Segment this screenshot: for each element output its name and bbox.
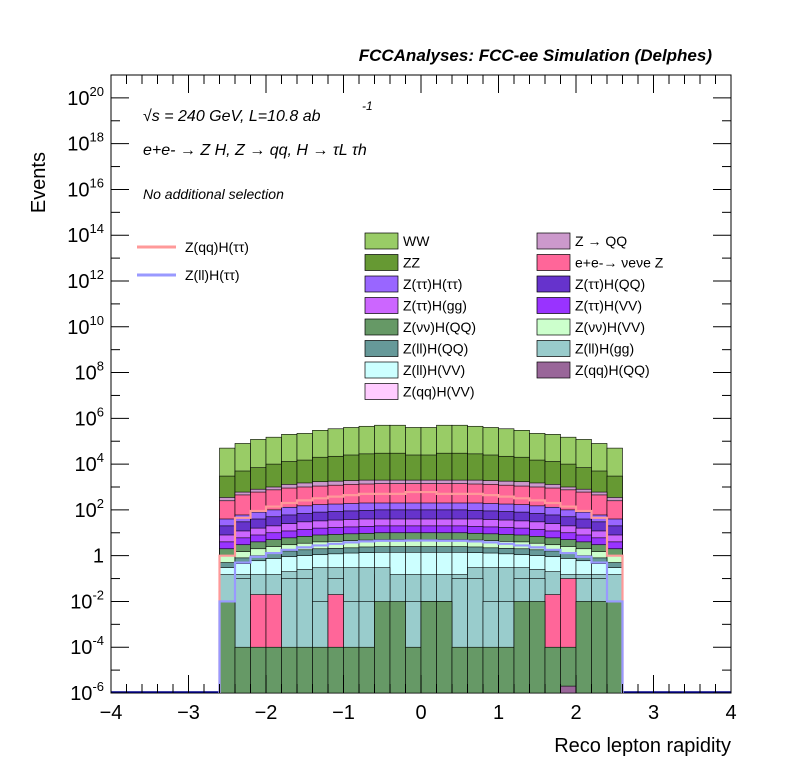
nunu-qq-low-bar xyxy=(358,646,375,694)
y-tick-label: 1016 xyxy=(67,175,104,201)
legend-swatch-tautau_tautau xyxy=(364,275,399,293)
legend-swatch-ll_gg xyxy=(536,340,571,357)
legend-label: Z(qq)H(QQ) xyxy=(575,362,650,378)
legend-label: Z(ll)H(ττ) xyxy=(185,267,240,283)
x-tick-label: 3 xyxy=(648,702,659,724)
nunu-qq-low-bar xyxy=(420,601,437,694)
y-tick-label: 10-4 xyxy=(70,633,104,659)
nunu-qq-low-bar xyxy=(265,646,282,694)
x-tick-label: −1 xyxy=(332,702,355,724)
legend: Z(qq)H(ττ) Z(ll)H(ττ) WW ZZ Z(ττ)H(ττ) Z(ττ)H… xyxy=(137,232,664,400)
nunu-qq-low-bar xyxy=(250,646,267,694)
y-axis-label: Events xyxy=(28,152,50,213)
legend-swatch-nunu_VV xyxy=(536,318,571,336)
legend-swatch-ZZ xyxy=(364,254,399,271)
x-tick-label: −2 xyxy=(255,702,278,724)
y-tick-label: 1 xyxy=(93,546,104,568)
process-label: e+e- → Z H, Z → qq, H → τL τh xyxy=(143,142,367,159)
nunu-qq-low-bar xyxy=(606,601,623,694)
legend-swatch-ll_QQ xyxy=(364,340,399,357)
nunu-qq-low-bar xyxy=(591,601,608,694)
y-tick-label: 102 xyxy=(75,496,104,522)
legend-swatch-tautau_gg xyxy=(364,297,399,314)
nunu-qq-low-bar xyxy=(374,601,391,694)
legend-label: Z(ττ)H(VV) xyxy=(575,298,642,314)
nunu-qq-low-bar xyxy=(281,646,298,694)
legend-swatch-ll_VV xyxy=(364,361,399,379)
bars-layer xyxy=(111,424,731,694)
legend-label: Z(νν)H(QQ) xyxy=(403,319,476,335)
x-tick-label: −4 xyxy=(100,702,123,724)
nunu-qq-low-bar xyxy=(219,601,236,694)
legend-label: Z(qq)H(VV) xyxy=(403,384,475,400)
nunu-qq-low-bar xyxy=(575,601,592,694)
y-tick-label: 108 xyxy=(75,359,104,385)
x-tick-label: 1 xyxy=(493,702,504,724)
axes-layer: −4 −3 −2 −1 0 1 2 3 4 1020 1018 1016 1014 1012 1010 108… xyxy=(67,74,737,724)
lumi-exponent: -1 xyxy=(362,99,373,113)
nunu-qq-low-bar xyxy=(436,601,453,694)
y-tick-label: 1010 xyxy=(67,313,104,339)
nunu-qq-low-bar xyxy=(451,646,468,694)
legend-label: Z(ττ)H(QQ) xyxy=(575,276,645,292)
nunu-qq-low-bar xyxy=(544,646,561,694)
legend-swatch-tautau_VV xyxy=(536,297,571,314)
legend-label: Z(ττ)H(ττ) xyxy=(403,276,462,292)
nunu-qq-low-bar xyxy=(513,601,530,694)
nunu-qq-low-bar xyxy=(312,646,329,694)
legend-label: Z(ll)H(gg) xyxy=(575,341,634,357)
legend-swatch-qq_VV xyxy=(364,383,399,400)
header-title: FCCAnalyses: FCC-ee Simulation (Delphes) xyxy=(359,46,713,65)
nunu-qq-low-bar xyxy=(343,646,360,694)
signal-lines-layer xyxy=(218,490,624,693)
nunu-qq-low-bar xyxy=(498,646,515,694)
x-axis-label: Reco lepton rapidity xyxy=(554,735,731,757)
nunu-qq-low-bar xyxy=(482,646,499,694)
nunu-qq-low-bar xyxy=(327,646,344,694)
legend-label: Z(ττ)H(gg) xyxy=(403,298,467,314)
x-tick-label: 0 xyxy=(415,702,426,724)
legend-swatch-WW xyxy=(364,232,399,250)
y-tick-label: 1018 xyxy=(67,130,104,156)
legend-swatch-nunu_QQ xyxy=(364,318,399,336)
legend-label: e+e-→ νeνe Z xyxy=(575,255,664,271)
selection-label: No additional selection xyxy=(143,186,284,202)
signal-qq-line xyxy=(218,490,624,693)
legend-label: Z → QQ xyxy=(575,233,627,249)
energy-label: √s = 240 GeV, L=10.8 ab xyxy=(143,108,321,125)
nunu-qq-low-bar xyxy=(467,646,484,694)
y-tick-label: 1014 xyxy=(67,221,104,247)
x-tick-label: −3 xyxy=(177,702,200,724)
x-tick-label: 4 xyxy=(725,702,736,724)
nunu-qq-low-bar xyxy=(529,601,546,694)
legend-label: Z(ll)H(VV) xyxy=(403,362,465,378)
nunu-qq-low-bar xyxy=(389,601,406,694)
y-tick-label: 10-6 xyxy=(70,679,104,705)
y-tick-label: 10-2 xyxy=(70,587,104,613)
legend-label: Z(νν)H(VV) xyxy=(575,319,645,335)
y-tick-label: 1012 xyxy=(67,267,104,293)
x-tick-label: 2 xyxy=(570,702,581,724)
legend-swatch-tautau_QQ xyxy=(536,275,571,293)
legend-swatch-ee_nunuZ xyxy=(536,254,571,271)
y-tick-label: 104 xyxy=(75,450,104,476)
nunu-qq-low-bar xyxy=(234,646,251,694)
y-tick-label: 1020 xyxy=(67,84,104,110)
nunu-qq-low-bar xyxy=(296,646,313,694)
signal-ll-line xyxy=(218,539,624,693)
legend-swatch-Z_QQ xyxy=(536,232,571,250)
legend-label: WW xyxy=(403,233,430,249)
nunu-qq-low-bar xyxy=(405,646,422,694)
qq-qq-low-bar xyxy=(560,685,577,694)
legend-label: Z(ll)H(QQ) xyxy=(403,341,468,357)
y-tick-label: 106 xyxy=(75,404,104,430)
legend-label: ZZ xyxy=(403,255,421,271)
legend-label: Z(qq)H(ττ) xyxy=(185,239,249,255)
legend-swatch-qq_QQ xyxy=(536,361,571,379)
